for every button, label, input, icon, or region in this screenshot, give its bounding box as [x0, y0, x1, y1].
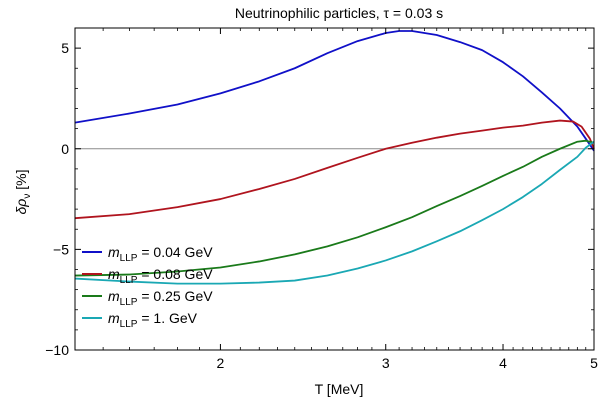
chart-title: Neutrinophilic particles, τ = 0.03 s — [235, 5, 443, 21]
y-axis-label-rest: [%] — [13, 170, 29, 194]
legend-label-2: mLLP = 0.08 GeV — [108, 266, 213, 286]
x-tick-label-1: 2 — [217, 355, 225, 371]
y-tick-label-1: 5 — [61, 40, 69, 56]
x-tick-label-2: 3 — [382, 355, 390, 371]
y-axis-label: δρν [%] — [13, 170, 33, 215]
legend-label-4: mLLP = 1. GeV — [108, 310, 198, 330]
x-axis-label: T [MeV] — [315, 381, 364, 397]
series-line-2 — [74, 119, 595, 220]
plot-area: 2 3 4 5 5 0 −5 −10 — [45, 27, 598, 371]
x-tick-label-3: 4 — [499, 355, 507, 371]
y-axis-label-sub: ν — [22, 194, 33, 199]
x-tick-label-4: 5 — [590, 355, 598, 371]
y-tick-label-2: 0 — [61, 141, 69, 157]
y-tick-label-4: −10 — [45, 342, 69, 358]
y-tick-label-3: −5 — [53, 241, 69, 257]
legend-label-3: mLLP = 0.25 GeV — [108, 288, 213, 308]
series-line-3 — [74, 139, 595, 277]
series-line-1 — [74, 30, 595, 152]
y-axis-label-main: δρ — [13, 199, 29, 215]
legend-label-1: mLLP = 0.04 GeV — [108, 244, 213, 264]
series-line-4 — [74, 140, 595, 285]
